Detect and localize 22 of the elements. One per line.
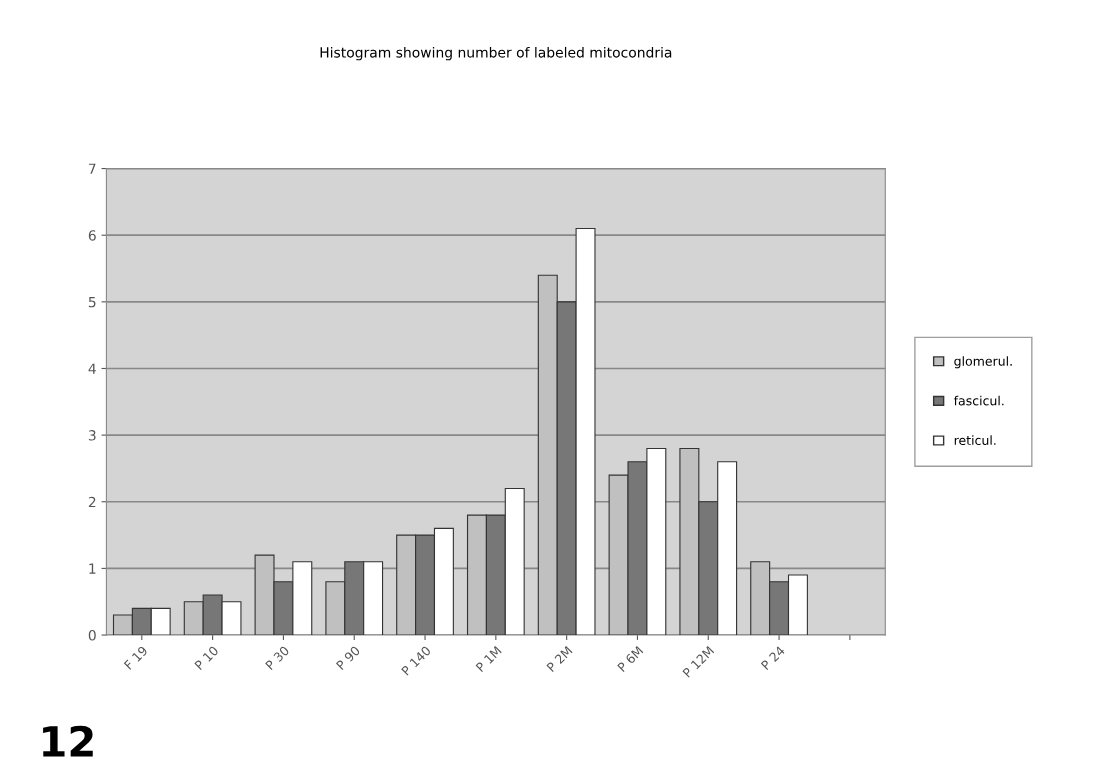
y-tick-label: 7 bbox=[88, 163, 96, 174]
y-tick-label: 6 bbox=[88, 230, 96, 241]
y-tick-label: 2 bbox=[88, 496, 96, 508]
text: 12 bbox=[43, 725, 93, 757]
y-tick-label: 4 bbox=[88, 363, 96, 374]
y-tick-label: 0 bbox=[88, 630, 96, 641]
x-tick-label: F 19 bbox=[123, 645, 149, 670]
x-tick-label: P 1M bbox=[475, 645, 502, 672]
x-tick-label: P 140 bbox=[401, 645, 432, 676]
legend-label: fascicul. bbox=[953, 395, 1004, 406]
y-tick-label: 1 bbox=[89, 563, 96, 574]
x-tick-label: P 24 bbox=[760, 645, 786, 670]
x-tick-label: P 90 bbox=[335, 645, 361, 671]
chart-title: Histogram showing number of labeled mitocondria bbox=[320, 46, 672, 61]
x-tick-label: P 2M bbox=[546, 645, 573, 672]
y-tick-label: 5 bbox=[88, 296, 96, 308]
x-tick-label: P 10 bbox=[194, 645, 219, 671]
x-tick-label: P 6M bbox=[617, 645, 644, 673]
legend-label: reticul. bbox=[954, 435, 996, 446]
x-tick-label: P 30 bbox=[265, 645, 290, 671]
legend-label: glomerul. bbox=[954, 356, 1012, 369]
y-tick-label: 3 bbox=[88, 430, 96, 441]
